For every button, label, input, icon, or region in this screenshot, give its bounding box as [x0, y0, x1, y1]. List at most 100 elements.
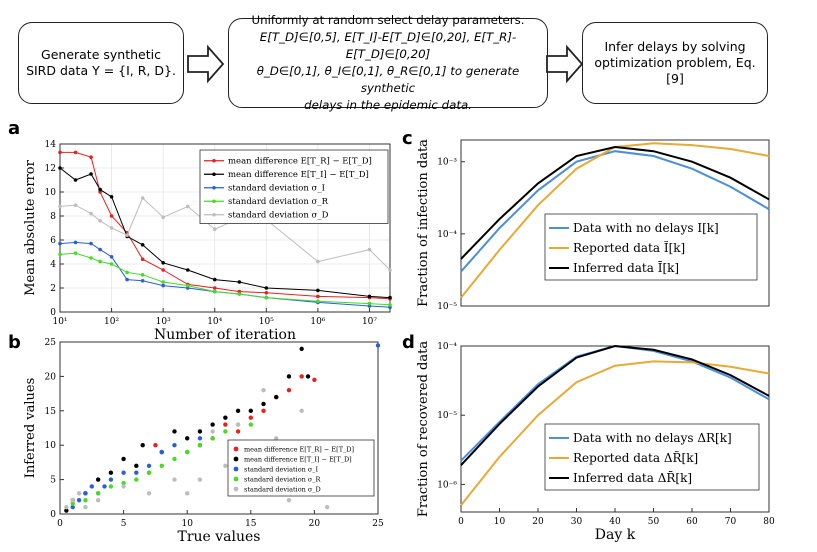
scatter-point-1: [235, 429, 241, 434]
scatter-point-2: [235, 408, 241, 413]
flow-box-infer: Infer delays by solving optimization pro…: [582, 22, 768, 104]
scatter-point-3: [197, 436, 203, 441]
series-line-1: [460, 150, 770, 273]
panel-label-a: a: [8, 118, 21, 139]
scatter-point-5: [185, 491, 190, 496]
plot-frame: [460, 139, 770, 307]
flow-box-select-line4: delays in the epidemic data.: [304, 98, 472, 112]
series-point-2: [388, 295, 392, 300]
x-tick-label: 80: [763, 517, 775, 527]
legend-label: standard deviation σ_D: [228, 211, 329, 221]
scatter-point-2: [95, 477, 101, 482]
scatter-point-5: [210, 429, 215, 434]
x-tick-label: 10³: [156, 317, 171, 327]
panel-label-c: c: [402, 128, 413, 149]
y-axis-label: Fraction of infection data: [416, 139, 431, 307]
y-tick-label: 25: [45, 338, 57, 348]
legend-label: Inferred data ΔR̄[k]: [573, 470, 692, 485]
x-axis-label: True values: [177, 529, 260, 545]
scatter-point-3: [375, 343, 381, 348]
y-tick-label: 10⁻⁵: [437, 411, 457, 421]
legend-label: mean difference E[T_I] − E[T_D]: [228, 170, 369, 180]
scatter-point-4: [172, 456, 177, 462]
x-tick-label: 0: [57, 519, 63, 529]
scatter-point-4: [83, 498, 88, 503]
scatter-point-1: [312, 377, 317, 383]
scatter-point-4: [95, 491, 101, 496]
scatter-point-2: [140, 443, 145, 448]
legend-marker: [233, 476, 239, 482]
scatter-point-4: [197, 443, 203, 448]
scatter-point-2: [305, 374, 311, 379]
scatter-point-5: [64, 504, 69, 510]
y-tick-label: 10⁻⁶: [437, 480, 457, 490]
scatter-point-1: [299, 374, 304, 379]
legend-marker: [212, 158, 216, 163]
series-point-1: [58, 150, 62, 155]
x-tick-label: 30: [571, 517, 583, 527]
series-point-4: [98, 259, 102, 264]
flow-arrow-1: [187, 44, 225, 84]
x-tick-label: 10⁴: [207, 317, 222, 327]
scatter-point-3: [121, 470, 126, 475]
series-point-5: [140, 196, 145, 200]
flow-box-select-line1: Uniformly at random select delay paramet…: [251, 13, 525, 27]
scatter-point-5: [197, 477, 203, 482]
series-point-2: [140, 243, 145, 247]
scatter-point-3: [134, 470, 139, 475]
x-tick-label: 10: [181, 519, 193, 529]
x-tick-label: 60: [686, 517, 698, 527]
y-tick-label: 12: [45, 164, 56, 174]
series-point-5: [316, 259, 320, 264]
flow-box-generate-line2: SIRD data Y = {I, R, D}.: [26, 63, 176, 78]
series-point-5: [98, 219, 102, 223]
series-point-5: [73, 203, 78, 207]
y-axis-label: Inferred values: [23, 378, 38, 479]
scatter-point-4: [185, 449, 190, 455]
chart-c: 10⁻⁵ 10⁻⁴ 10⁻³ Fraction of infection data Da…: [416, 139, 770, 312]
legend-marker: [233, 466, 239, 472]
series-point-3: [89, 241, 93, 246]
x-tick-label: 40: [609, 517, 621, 527]
y-tick-label: 10: [45, 441, 57, 451]
chart-a: 0 2 4 6 8 10 12 14 10¹ 10² 10³ 10⁴ 10⁵ 10⁶ 10⁷ Number o…: [23, 140, 392, 343]
series-point-1: [73, 150, 78, 155]
flow-arrow-2: [546, 44, 584, 84]
legend-label: mean difference E[T_I] − E[T_D]: [244, 455, 352, 463]
y-tick-label: 0: [50, 308, 56, 318]
series-point-3: [161, 283, 165, 288]
series-point-5: [89, 211, 93, 216]
scatter-point-3: [83, 491, 88, 496]
series-point-5: [212, 227, 217, 231]
legend-label: Data with no delays I[k]: [573, 221, 719, 235]
scatter-point-3: [70, 504, 75, 510]
series-point-3: [140, 279, 145, 283]
scatter-point-1: [223, 422, 228, 427]
y-tick-label: 10: [45, 188, 57, 198]
scatter-point-4: [108, 484, 114, 489]
series-point-4: [73, 251, 78, 255]
x-tick-label: 10⁵: [259, 317, 274, 327]
legend-marker: [212, 199, 216, 204]
legend-label: standard deviation σ_I: [228, 184, 325, 194]
scatter-point-2: [64, 508, 69, 513]
scatter-point-2: [299, 346, 304, 352]
series-point-4: [212, 289, 217, 294]
series-point-2: [109, 195, 114, 199]
series-point-2: [58, 166, 62, 170]
legend-label: standard deviation σ_R: [228, 197, 329, 207]
scatter-point-2: [172, 429, 177, 434]
y-tick-label: 20: [45, 372, 57, 382]
legend-box: [544, 213, 758, 281]
x-tick-label: 10: [494, 517, 506, 527]
y-tick-label: 4: [50, 260, 56, 270]
legend-marker: [233, 446, 239, 452]
series-point-4: [109, 262, 114, 266]
scatter-point-5: [172, 477, 177, 482]
series-point-4: [161, 280, 165, 284]
legend-label: standard deviation σ_R: [244, 475, 322, 483]
series-point-1: [212, 286, 217, 290]
x-tick-label: 25: [372, 519, 384, 529]
series-point-4: [89, 256, 93, 260]
series-point-2: [185, 268, 190, 272]
